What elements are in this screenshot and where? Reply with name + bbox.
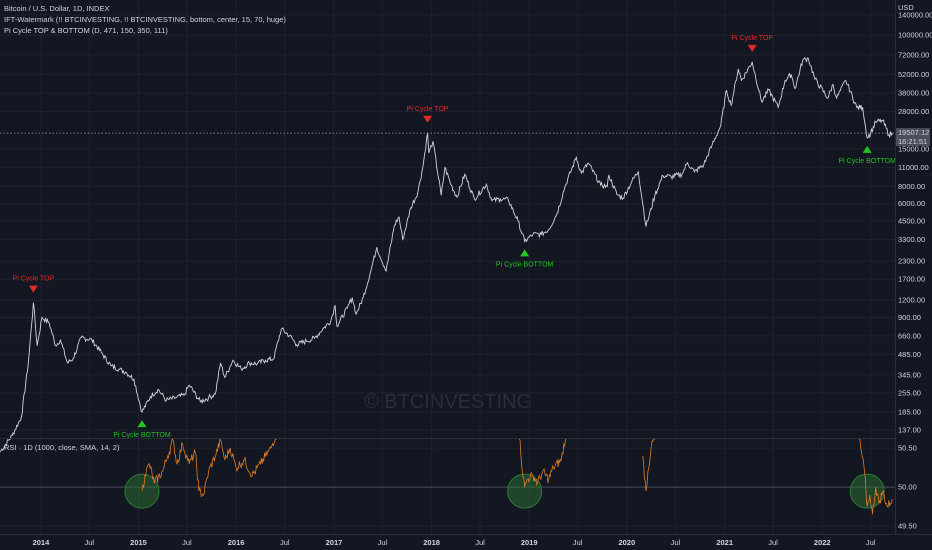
price-axis[interactable]: 140000.00 100000.00 72000.00 52000.00 38000.… [898,11,932,435]
price-tick-label: 185.00 [898,408,921,417]
price-tick-label: 11000.00 [898,163,929,172]
pi-cycle-top-marker [28,285,38,293]
time-tick-label: Jul [768,538,778,547]
time-tick-label: Jul [573,538,583,547]
pi-cycle-top-label: Pi Cycle TOP [731,35,773,42]
price-tick-label: 345.00 [898,370,921,379]
currency-label: USD [898,3,914,12]
pi-cycle-bottom-marker [137,420,147,428]
pi-cycle-top-label: Pi Cycle TOP [407,106,449,113]
rsi-highlight-circle [507,473,543,509]
time-tick-label: 2019 [521,538,538,547]
pi-cycle-bottom-label: Pi Cycle BOTTOM [496,261,554,268]
price-tick-label: 660.00 [898,331,921,340]
rsi-line [642,438,657,492]
price-tick-label: 2300.00 [898,257,925,266]
time-tick-label: Jul [182,538,192,547]
rsi-tick-label: 49.50 [898,522,917,531]
price-tick-label: 255.00 [898,388,921,397]
pi-cycle-bottom-label: Pi Cycle BOTTOM [838,158,896,165]
time-tick-label: 2021 [716,538,733,547]
pi-cycle-bottom-marker [520,249,530,257]
price-tick-label: 485.00 [898,350,921,359]
rsi-line [141,437,277,497]
pi-cycle-bottom-marker [862,145,872,153]
price-tick-label: 72000.00 [898,50,929,59]
current-price-value: 19507.12 [898,128,929,137]
time-tick-label: Jul [280,538,290,547]
rsi-line [518,438,567,488]
rsi-highlight-circle [849,473,885,509]
price-tick-label: 137.00 [898,426,921,435]
time-tick-label: Jul [671,538,681,547]
price-series-line [0,56,893,453]
countdown-time: 16:21:51 [898,137,927,146]
price-tick-label: 15000.00 [898,144,929,153]
pi-cycle-top-marker [423,115,433,123]
price-tick-label: 1700.00 [898,275,925,284]
time-tick-label: 2020 [618,538,635,547]
time-tick-label: Jul [378,538,388,547]
price-tick-label: 1200.00 [898,296,925,305]
time-tick-label: Jul [85,538,95,547]
price-tick-label: 52000.00 [898,70,929,79]
price-tick-label: 900.00 [898,313,921,322]
time-tick-label: Jul [866,538,876,547]
price-tick-label: 38000.00 [898,89,929,98]
price-tick-label: 28000.00 [898,107,929,116]
time-tick-label: 2017 [326,538,343,547]
current-price-label-bg [896,128,930,147]
price-tick-label: 4500.00 [898,216,925,225]
time-tick-label: 2015 [130,538,147,547]
time-axis[interactable]: 2014 Jul 2015 Jul 2016 Jul 2017 Jul 2018 Jul 2019 J… [33,538,876,547]
rsi-tick-label: 50.50 [898,444,917,453]
pi-cycle-bottom-label: Pi Cycle BOTTOM [113,432,171,439]
pi-cycle-top-label: Pi Cycle TOP [13,276,55,283]
symbol-legend[interactable]: Bitcoin / U.S. Dollar, 1D, INDEX [4,4,110,13]
indicator-legend-pi-cycle[interactable]: Pi Cycle TOP & BOTTOM (D, 471, 150, 350,… [4,26,168,35]
price-tick-label: 140000.00 [898,11,932,20]
rsi-axis[interactable]: 50.50 50.00 49.50 [898,444,917,531]
price-tick-label: 8000.00 [898,182,925,191]
time-tick-label: Jul [475,538,485,547]
pi-cycle-signals: Pi Cycle TOP Pi Cycle BOTTOM Pi Cycle TOP P… [13,35,897,439]
time-tick-label: 2022 [814,538,831,547]
grid [0,0,895,534]
price-tick-label: 3300.00 [898,235,925,244]
rsi-line [858,438,893,515]
time-tick-label: 2018 [423,538,440,547]
rsi-series [141,437,893,515]
price-tick-label: 6000.00 [898,199,925,208]
current-price-label: 19507.12 16:21:51 [896,128,930,147]
pi-cycle-top-marker [747,44,757,52]
time-tick-label: 2016 [228,538,245,547]
indicator-legend-watermark[interactable]: IFT-Watermark (!! BTCINVESTING, !! BTCIN… [4,15,286,24]
rsi-tick-label: 50.00 [898,483,917,492]
time-tick-label: 2014 [33,538,51,547]
price-tick-label: 100000.00 [898,31,932,40]
indicator-legend-rsi[interactable]: RSI · 1D (1000, close, SMA, 14, 2) [4,443,120,452]
watermark-text: © BTCINVESTING [364,391,532,413]
